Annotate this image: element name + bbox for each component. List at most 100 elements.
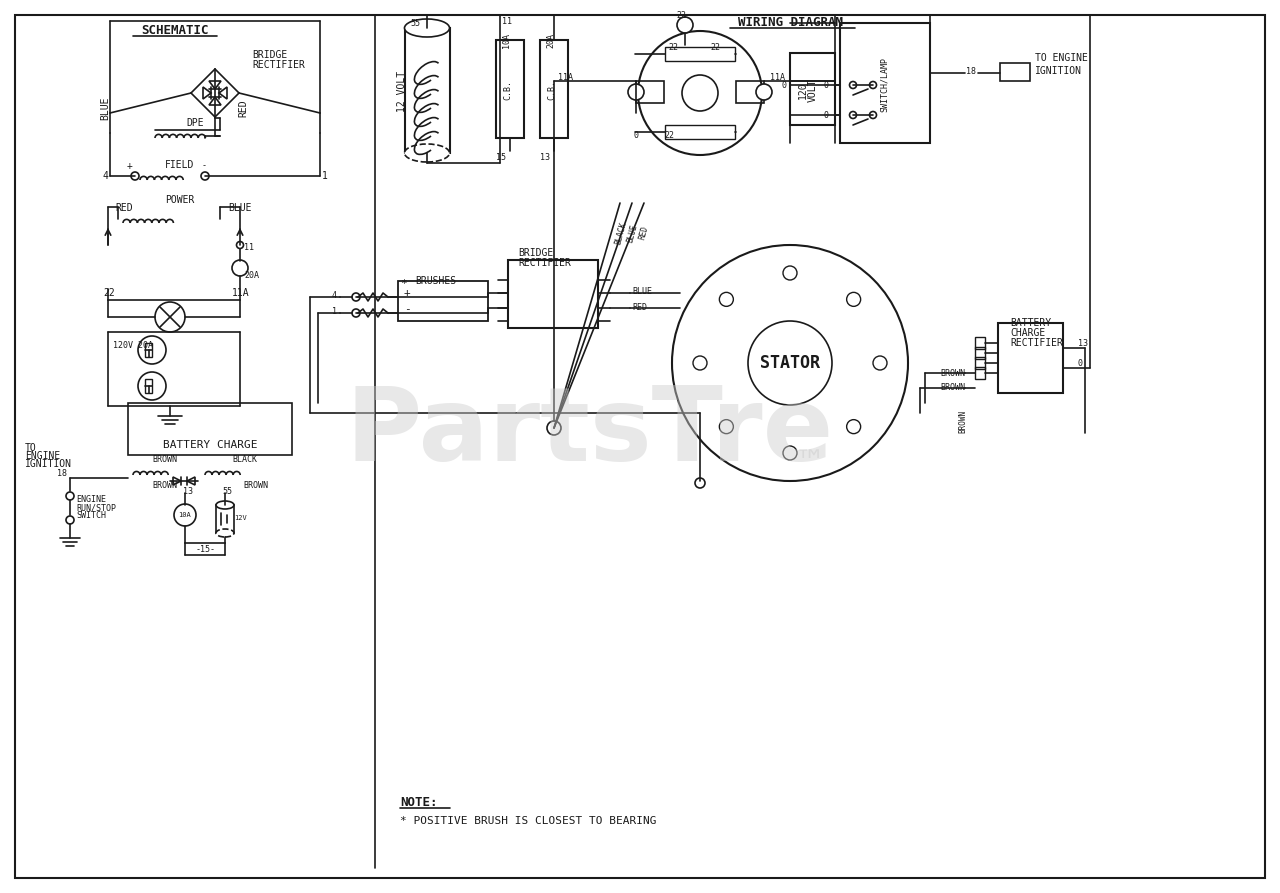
- Text: 4: 4: [332, 291, 337, 301]
- Circle shape: [692, 356, 707, 370]
- Circle shape: [67, 492, 74, 500]
- Circle shape: [873, 356, 887, 370]
- Bar: [540, 40, 568, 138]
- Circle shape: [131, 172, 140, 180]
- Text: 22: 22: [710, 43, 719, 52]
- Bar: [840, 23, 931, 143]
- Circle shape: [682, 75, 718, 111]
- Circle shape: [672, 245, 908, 481]
- Text: 1: 1: [323, 171, 328, 181]
- Text: C.B.: C.B.: [503, 80, 512, 100]
- Bar: [975, 347, 986, 359]
- Circle shape: [850, 81, 856, 88]
- Bar: [998, 323, 1062, 393]
- Circle shape: [138, 372, 166, 400]
- Bar: [636, 81, 664, 103]
- Text: 0: 0: [634, 130, 639, 139]
- Text: BLACK: BLACK: [232, 455, 257, 464]
- Text: BLACK: BLACK: [614, 221, 628, 246]
- Circle shape: [201, 172, 209, 180]
- Text: 1: 1: [332, 307, 337, 316]
- Text: 18: 18: [966, 66, 977, 76]
- Text: 11: 11: [502, 16, 512, 26]
- Text: STATOR: STATOR: [760, 354, 820, 372]
- Circle shape: [850, 112, 856, 119]
- Text: 4: 4: [102, 171, 108, 181]
- Text: IGNITION: IGNITION: [1036, 66, 1082, 76]
- Text: 120V 20A: 120V 20A: [113, 340, 154, 349]
- Text: BROWN: BROWN: [152, 481, 177, 490]
- Bar: [508, 260, 598, 328]
- Circle shape: [67, 516, 74, 524]
- Text: BROWN: BROWN: [940, 369, 965, 378]
- Circle shape: [869, 112, 877, 119]
- Circle shape: [174, 504, 196, 526]
- Polygon shape: [209, 81, 221, 89]
- Text: 13: 13: [183, 487, 193, 496]
- Text: BRUSHES: BRUSHES: [415, 276, 456, 286]
- Ellipse shape: [404, 144, 449, 162]
- Text: FIELD: FIELD: [165, 160, 195, 170]
- Text: 18: 18: [58, 469, 67, 478]
- Text: NOTE:: NOTE:: [399, 797, 438, 809]
- Text: ENGINE: ENGINE: [76, 496, 106, 505]
- Text: RUN/STOP: RUN/STOP: [76, 504, 116, 513]
- Text: 22: 22: [676, 11, 686, 20]
- Text: 22: 22: [668, 43, 678, 52]
- Text: +: +: [127, 161, 133, 171]
- Circle shape: [677, 17, 692, 33]
- Circle shape: [783, 266, 797, 280]
- Text: 13: 13: [1078, 338, 1088, 347]
- Circle shape: [869, 81, 877, 88]
- Text: BATTERY: BATTERY: [1010, 318, 1051, 328]
- Text: BLUE: BLUE: [632, 288, 652, 296]
- Bar: [666, 47, 735, 61]
- Text: SCHEMATIC: SCHEMATIC: [141, 24, 209, 38]
- Text: WIRING DIAGRAM: WIRING DIAGRAM: [737, 16, 842, 29]
- Circle shape: [748, 321, 832, 405]
- Text: IGNITION: IGNITION: [26, 459, 72, 469]
- Circle shape: [138, 336, 166, 364]
- Text: BLUE: BLUE: [100, 96, 110, 120]
- Text: 11: 11: [244, 244, 253, 253]
- Text: C.B.: C.B.: [547, 80, 556, 100]
- Circle shape: [783, 446, 797, 460]
- Text: 10A: 10A: [179, 512, 192, 518]
- Circle shape: [846, 292, 860, 306]
- Circle shape: [628, 84, 644, 100]
- Text: RED: RED: [238, 99, 248, 117]
- Polygon shape: [209, 97, 221, 105]
- Text: +: +: [404, 288, 411, 298]
- Bar: [975, 367, 986, 379]
- Text: BATTERY CHARGE: BATTERY CHARGE: [163, 440, 257, 450]
- Text: 11A: 11A: [771, 73, 785, 82]
- Text: RED: RED: [632, 303, 646, 312]
- Text: RED: RED: [637, 225, 650, 241]
- Circle shape: [756, 84, 772, 100]
- Text: 22: 22: [664, 130, 675, 139]
- Bar: [398, 281, 488, 321]
- Text: 55: 55: [221, 487, 232, 496]
- Text: TO: TO: [26, 443, 37, 453]
- Text: 20A: 20A: [547, 34, 556, 48]
- Text: *: *: [399, 279, 407, 289]
- Bar: [145, 379, 152, 393]
- Text: 0: 0: [781, 80, 786, 89]
- Text: BRIDGE: BRIDGE: [518, 248, 553, 258]
- Text: 12V: 12V: [234, 515, 247, 521]
- Bar: [666, 125, 735, 139]
- Bar: [497, 40, 524, 138]
- Bar: [128, 403, 292, 455]
- Bar: [216, 505, 234, 533]
- Text: 22: 22: [102, 288, 115, 298]
- Text: 13: 13: [540, 153, 550, 162]
- Circle shape: [352, 309, 360, 317]
- Text: CHARGE: CHARGE: [1010, 328, 1046, 338]
- Circle shape: [719, 292, 733, 306]
- Circle shape: [155, 302, 186, 332]
- Ellipse shape: [216, 529, 234, 537]
- Text: 11A: 11A: [232, 288, 250, 298]
- Bar: [975, 337, 986, 349]
- Bar: [404, 28, 451, 153]
- Circle shape: [547, 421, 561, 435]
